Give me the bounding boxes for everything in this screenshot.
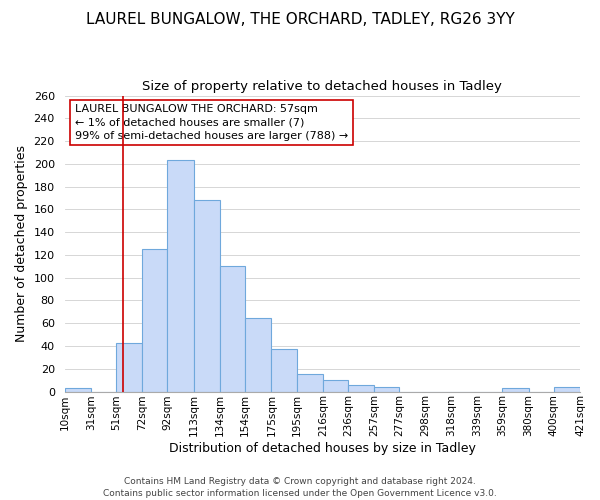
Bar [167, 160, 194, 392]
Y-axis label: Number of detached properties: Number of detached properties [15, 145, 28, 342]
Bar [502, 388, 529, 392]
Bar [271, 350, 296, 392]
Bar [296, 374, 323, 392]
Bar [142, 249, 167, 392]
Bar [323, 380, 348, 392]
Bar [245, 318, 271, 392]
Bar [348, 384, 374, 392]
Bar [194, 200, 220, 392]
Bar [554, 387, 580, 392]
Bar [374, 387, 400, 392]
Text: LAUREL BUNGALOW THE ORCHARD: 57sqm
← 1% of detached houses are smaller (7)
99% o: LAUREL BUNGALOW THE ORCHARD: 57sqm ← 1% … [75, 104, 348, 141]
Bar [220, 266, 245, 392]
X-axis label: Distribution of detached houses by size in Tadley: Distribution of detached houses by size … [169, 442, 476, 455]
Title: Size of property relative to detached houses in Tadley: Size of property relative to detached ho… [142, 80, 502, 93]
Bar [65, 388, 91, 392]
Bar [116, 342, 142, 392]
Text: Contains HM Land Registry data © Crown copyright and database right 2024.
Contai: Contains HM Land Registry data © Crown c… [103, 476, 497, 498]
Text: LAUREL BUNGALOW, THE ORCHARD, TADLEY, RG26 3YY: LAUREL BUNGALOW, THE ORCHARD, TADLEY, RG… [86, 12, 514, 28]
